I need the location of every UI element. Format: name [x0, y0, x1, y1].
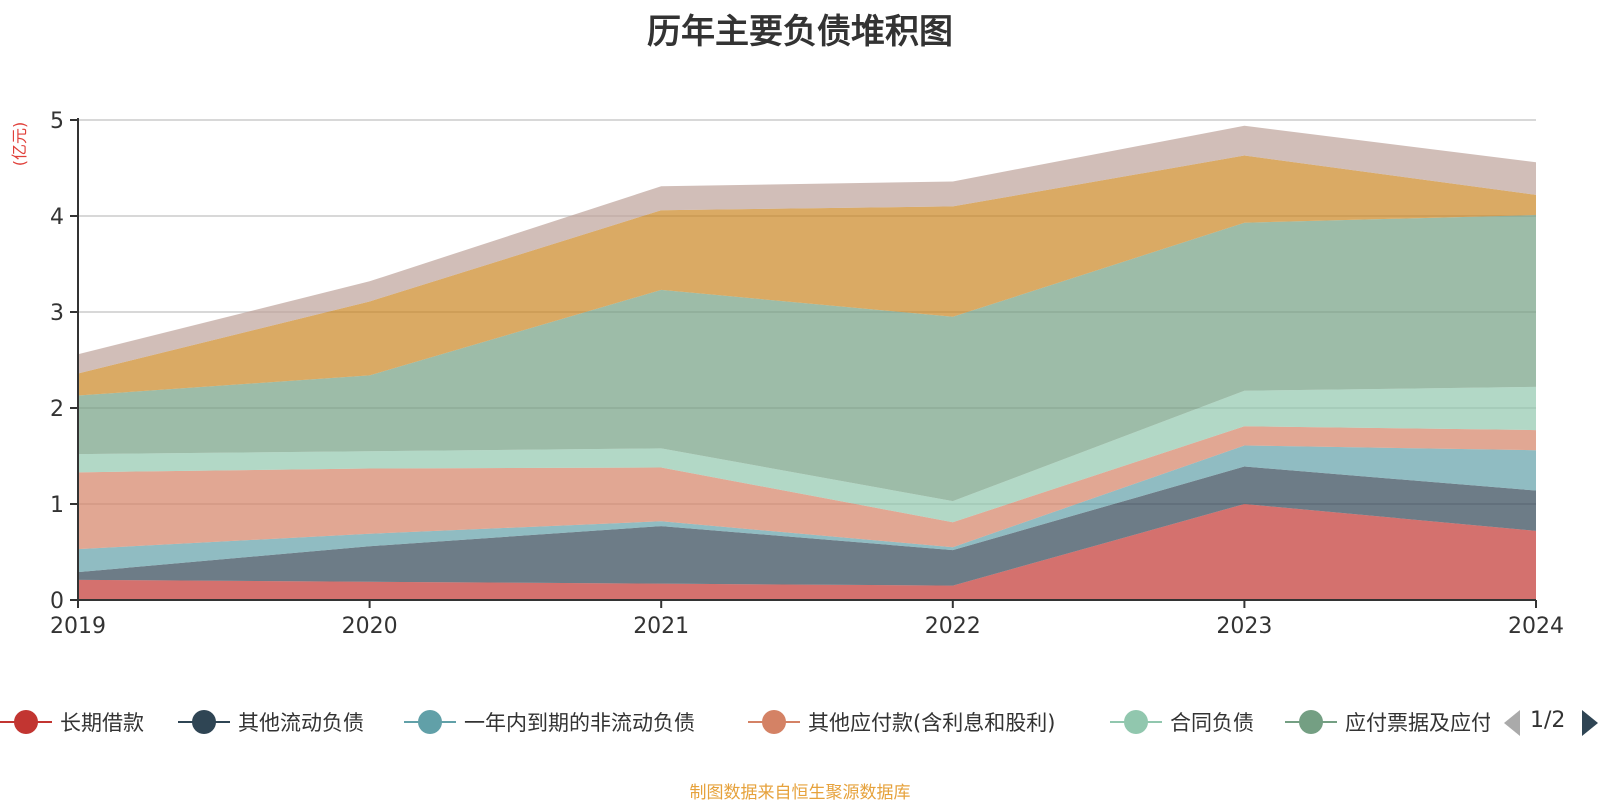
- area-series-1: [78, 504, 1536, 600]
- legend-item-4[interactable]: 其他应付款(含利息和股利): [748, 705, 1055, 739]
- y-tick-label: 0: [50, 589, 64, 614]
- legend-label: 其他流动负债: [238, 711, 364, 735]
- legend-items: 长期借款 其他流动负债 一年内到期的非流动负债 其他应付款(含利息和股利) 合同负债 应付…: [0, 705, 1490, 739]
- legend-label: 其他应付款(含利息和股利): [808, 711, 1056, 735]
- area-series-4: [78, 426, 1536, 550]
- legend-marker-icon: [178, 705, 230, 739]
- legend-label: 长期借款: [60, 711, 144, 735]
- chart-area: 0 1 2 3 4 5 2019 2020 2021 2022 2023 2024: [50, 109, 1564, 639]
- legend-item-1[interactable]: 长期借款: [0, 705, 144, 739]
- legend-label: 一年内到期的非流动负债: [464, 711, 695, 735]
- legend: 长期借款 其他流动负债 一年内到期的非流动负债 其他应付款(含利息和股利) 合同负债 应付…: [0, 705, 1600, 739]
- legend-marker-icon: [1110, 705, 1162, 739]
- legend-pager: 1/2: [1500, 705, 1600, 739]
- legend-page-indicator: 1/2: [1530, 708, 1566, 733]
- x-tick-label: 2023: [1216, 614, 1272, 639]
- y-tick-label: 1: [50, 493, 64, 518]
- legend-next-icon[interactable]: [1582, 710, 1598, 736]
- chart-title: 历年主要负债堆积图: [647, 12, 953, 52]
- legend-label: 合同负债: [1170, 711, 1254, 735]
- y-tick-label: 2: [50, 397, 64, 422]
- legend-marker-icon: [404, 705, 456, 739]
- data-source-note: 制图数据来自恒生聚源数据库: [689, 783, 911, 803]
- legend-marker-icon: [0, 705, 52, 739]
- area-series-3: [78, 445, 1536, 573]
- x-tick-label: 2024: [1508, 614, 1564, 639]
- legend-item-3[interactable]: 一年内到期的非流动负债: [404, 705, 695, 739]
- legend-marker-icon: [748, 705, 800, 739]
- y-tick-label: 3: [50, 301, 64, 326]
- y-tick-label: 4: [50, 205, 64, 230]
- x-tick-label: 2022: [925, 614, 981, 639]
- area-series-2: [78, 466, 1536, 586]
- legend-prev-icon[interactable]: [1504, 710, 1520, 736]
- area-series-5: [78, 386, 1536, 523]
- area-series-7: [78, 155, 1536, 396]
- x-tick-label: 2019: [50, 614, 106, 639]
- legend-item-5[interactable]: 合同负债: [1110, 705, 1254, 739]
- legend-item-6[interactable]: 应付票据及应付账款: [1285, 705, 1490, 739]
- area-series-8: [78, 125, 1536, 374]
- legend-marker-icon: [1285, 705, 1337, 739]
- legend-label: 应付票据及应付账款: [1345, 711, 1490, 735]
- legend-item-2[interactable]: 其他流动负债: [178, 705, 364, 739]
- y-tick-label: 5: [50, 109, 64, 134]
- x-tick-label: 2020: [342, 614, 398, 639]
- area-series-6: [78, 215, 1536, 502]
- x-tick-label: 2021: [633, 614, 689, 639]
